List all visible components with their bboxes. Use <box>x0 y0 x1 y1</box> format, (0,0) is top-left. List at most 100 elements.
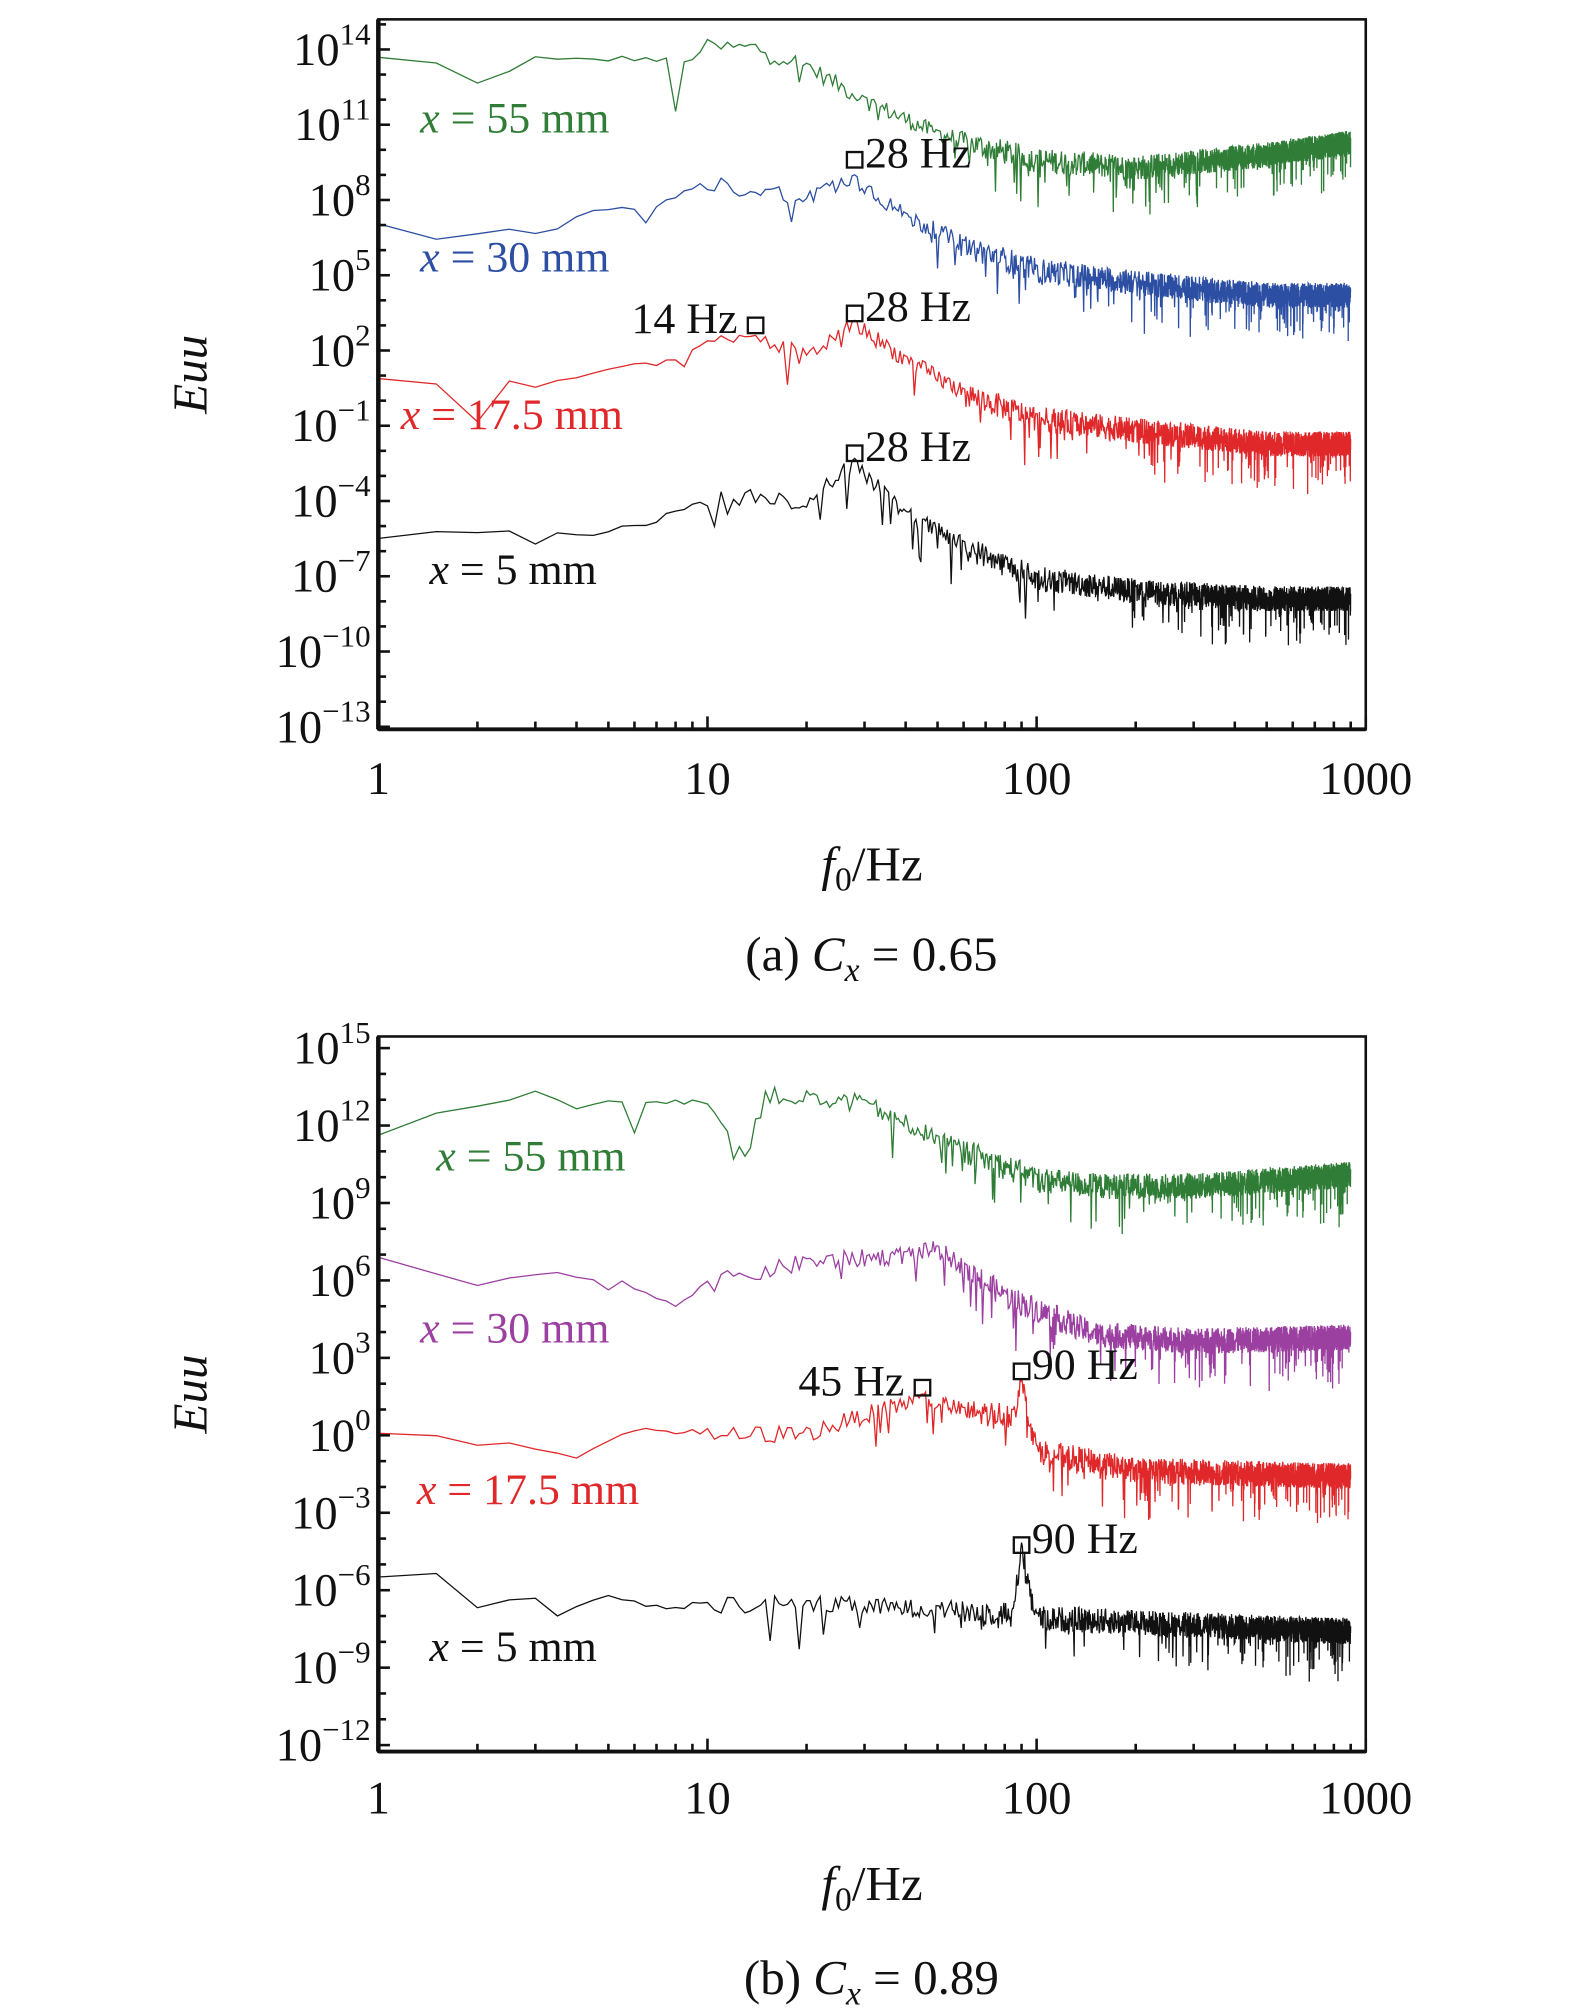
series-line <box>378 1241 1352 1391</box>
y-tick-exponent: −10 <box>322 618 370 653</box>
series-label-var: x <box>419 234 440 282</box>
series-line <box>378 457 1352 646</box>
y-tick-exponent: −4 <box>338 468 371 503</box>
series-label-text: = 5 mm <box>449 546 597 594</box>
y-tick-exponent: 15 <box>340 1015 371 1050</box>
series-label-text: = 30 mm <box>440 234 610 282</box>
x-tick-label: 1 <box>367 754 390 805</box>
y-tick-exponent: 3 <box>355 1325 370 1360</box>
y-tick-exponent: 14 <box>340 16 371 51</box>
caption-value: = 0.89 <box>861 1950 999 2005</box>
x-axis-title: f0/Hz <box>821 1856 922 1918</box>
x-axis-title-sub: 0 <box>835 862 852 899</box>
x-axis-title-unit: /Hz <box>852 1856 923 1911</box>
y-axis-title: Euu <box>163 335 218 415</box>
peak-annotation: 28 Hz <box>865 283 971 331</box>
y-tick-base: 10 <box>309 1178 355 1229</box>
peak-marker <box>845 444 864 463</box>
x-tick-label: 1000 <box>1319 1774 1412 1825</box>
peak-annotation: 28 Hz <box>865 423 971 471</box>
x-tick-label: 1 <box>367 1774 390 1825</box>
y-tick-label: 10−1 <box>291 393 370 453</box>
peak-annotation: 28 Hz <box>865 130 971 178</box>
y-tick-label: 10−10 <box>276 618 371 678</box>
series-label: x = 5 mm <box>428 1623 596 1671</box>
y-tick-exponent: 12 <box>340 1092 371 1127</box>
series-label-text: = 17.5 mm <box>436 1466 639 1514</box>
y-tick-exponent: −13 <box>322 694 370 729</box>
y-tick-label: 105 <box>309 242 371 302</box>
y-tick-exponent: 2 <box>355 317 370 352</box>
y-tick-base: 10 <box>291 1488 337 1539</box>
y-tick-label: 109 <box>309 1170 371 1230</box>
y-tick-label: 103 <box>309 1325 371 1385</box>
y-tick-base: 10 <box>291 1566 337 1617</box>
series-label-text: = 55 mm <box>440 94 610 142</box>
y-tick-label: 10−6 <box>291 1557 370 1617</box>
series-label-var: x <box>416 1466 437 1514</box>
series-label: x = 30 mm <box>419 234 609 282</box>
y-tick-exponent: −7 <box>338 543 371 578</box>
y-tick-base: 10 <box>293 1101 339 1152</box>
peak-marker <box>1012 1536 1031 1554</box>
series-line <box>378 1378 1352 1524</box>
x-tick-label: 10 <box>684 754 730 805</box>
y-tick-base: 10 <box>309 251 355 302</box>
y-tick-label: 1011 <box>294 92 370 152</box>
peak-annotation: 90 Hz <box>1032 1515 1138 1563</box>
series-label: x = 17.5 mm <box>416 1466 639 1514</box>
y-tick-base: 10 <box>309 1333 355 1384</box>
y-tick-base: 10 <box>309 1411 355 1462</box>
y-tick-base: 10 <box>291 552 337 603</box>
y-tick-exponent: −9 <box>338 1634 371 1669</box>
series-line <box>378 1085 1352 1235</box>
y-tick-label: 1012 <box>293 1092 370 1152</box>
caption-sub: x <box>845 1976 861 2011</box>
y-tick-exponent: −3 <box>338 1480 371 1515</box>
peak-marker <box>746 316 765 335</box>
peak-marker <box>1012 1362 1031 1381</box>
y-tick-label: 10−13 <box>276 694 371 754</box>
series-label-text: = 17.5 mm <box>420 391 623 439</box>
y-tick-base: 10 <box>276 702 322 753</box>
y-tick-base: 10 <box>291 476 337 527</box>
x-tick-label: 100 <box>1002 1774 1072 1825</box>
y-tick-label: 1014 <box>293 16 370 76</box>
series-line <box>378 319 1352 495</box>
y-tick-base: 10 <box>291 1643 337 1694</box>
panel-caption: (a) Cx = 0.65 <box>745 927 997 989</box>
series-label-text: = 5 mm <box>449 1623 597 1671</box>
y-tick-base: 10 <box>309 175 355 226</box>
y-tick-label: 106 <box>309 1247 371 1307</box>
series-label-var: x <box>428 546 449 594</box>
y-tick-base: 10 <box>291 401 337 452</box>
y-tick-label: 10−12 <box>276 1712 371 1772</box>
series-label-var: x <box>419 1304 440 1352</box>
peak-annotation: 45 Hz <box>798 1357 904 1405</box>
peak-marker <box>913 1378 932 1397</box>
y-tick-base: 10 <box>309 1256 355 1307</box>
y-tick-label: 1015 <box>293 1015 370 1075</box>
y-tick-exponent: −6 <box>338 1557 371 1592</box>
caption-prefix: (b) <box>744 1950 813 2005</box>
peak-marker <box>845 304 864 323</box>
y-tick-exponent: 0 <box>355 1402 370 1437</box>
y-tick-exponent: 8 <box>355 167 370 202</box>
chart-panel-a: x = 55 mmx = 30 mmx = 17.5 mmx = 5 mm28 … <box>163 16 1413 989</box>
series-label-var: x <box>435 1133 456 1181</box>
caption-value: = 0.65 <box>860 927 998 982</box>
y-tick-base: 10 <box>293 1024 339 1075</box>
y-axis-title: Euu <box>163 1355 218 1435</box>
x-tick-label: 1000 <box>1319 754 1412 805</box>
x-tick-label: 100 <box>1002 754 1072 805</box>
y-tick-label: 100 <box>309 1402 371 1462</box>
x-tick-label: 10 <box>684 1774 730 1825</box>
series-line <box>378 174 1352 341</box>
y-tick-base: 10 <box>293 25 339 76</box>
series-label: x = 30 mm <box>419 1304 609 1352</box>
peak-annotation: 14 Hz <box>631 295 737 343</box>
y-tick-label: 10−4 <box>291 468 370 528</box>
y-tick-label: 108 <box>309 167 371 227</box>
series-label-var: x <box>400 391 421 439</box>
